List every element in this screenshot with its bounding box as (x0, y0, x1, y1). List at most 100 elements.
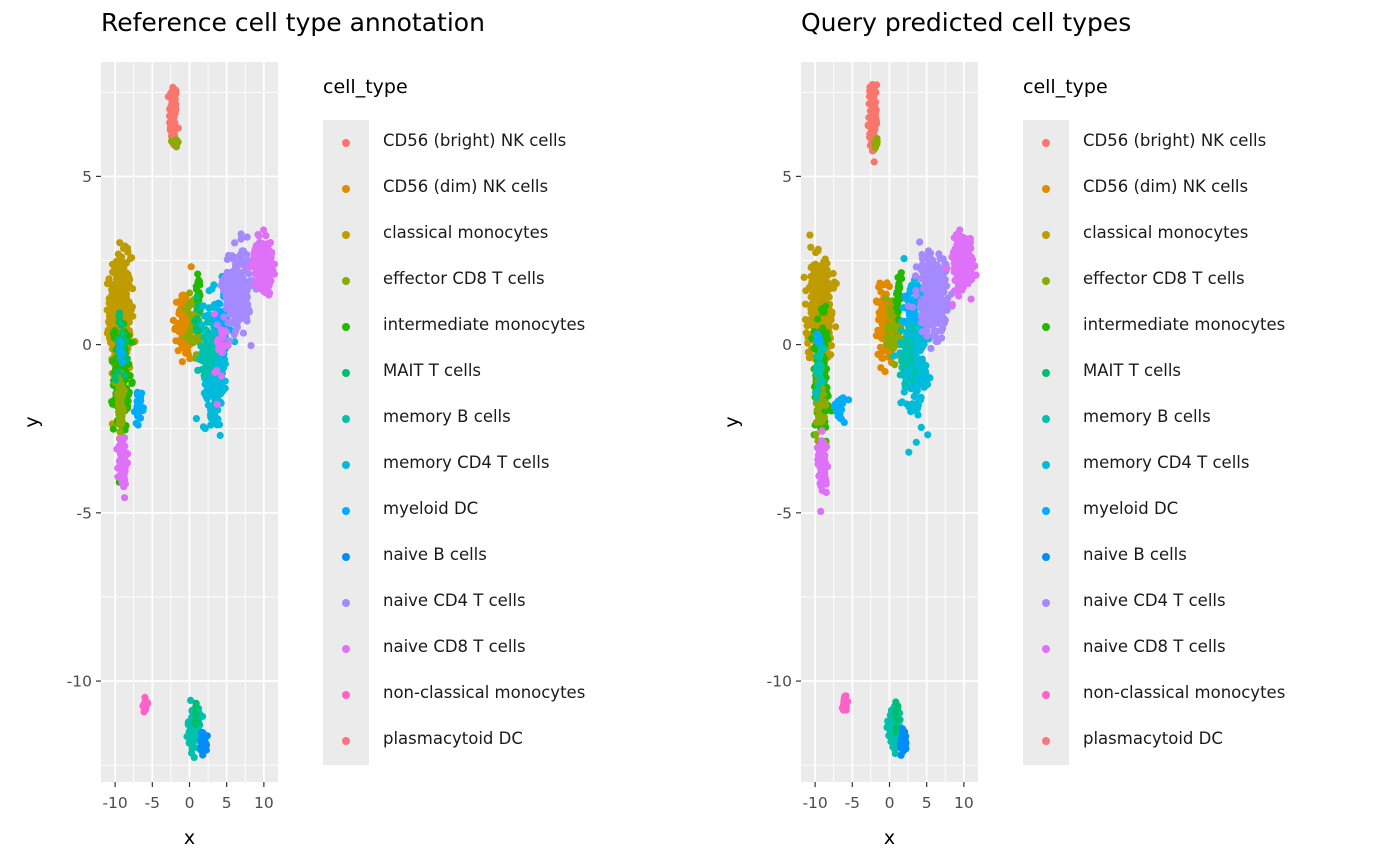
data-point (931, 327, 939, 335)
data-point (926, 309, 934, 317)
data-point (239, 247, 248, 255)
y-tick-label: -5 (777, 504, 792, 522)
data-point (237, 282, 246, 290)
data-point (910, 314, 918, 322)
legend-key-dot (1042, 185, 1050, 193)
data-point (187, 263, 195, 271)
data-point (222, 279, 230, 287)
data-point (913, 405, 921, 413)
data-point (943, 265, 951, 273)
data-point (825, 293, 833, 301)
data-point (118, 457, 127, 465)
data-point (203, 312, 211, 320)
data-point (213, 400, 221, 408)
data-point (963, 238, 971, 246)
data-point (964, 275, 972, 283)
data-point (134, 410, 142, 418)
data-point (128, 254, 136, 262)
data-point (878, 305, 886, 313)
data-point (918, 250, 926, 259)
panel-reference: Reference cell type annotation -10 -5 0 5 10… (21, 8, 585, 849)
data-point (228, 300, 236, 308)
data-point (821, 278, 829, 286)
data-point (927, 286, 935, 294)
data-point (187, 696, 195, 705)
legend-label: naive CD4 T cells (383, 591, 526, 610)
data-point (121, 494, 129, 502)
data-point (812, 394, 820, 402)
legend-key-dot (1042, 691, 1050, 699)
data-point (893, 715, 901, 723)
legend-label: CD56 (bright) NK cells (383, 131, 567, 150)
data-point (923, 293, 931, 301)
data-point (814, 315, 822, 323)
data-point (935, 264, 943, 272)
data-point (177, 297, 185, 305)
data-point (123, 450, 132, 458)
data-point (113, 390, 121, 398)
data-point (910, 392, 918, 401)
data-point (225, 294, 233, 302)
data-point (117, 273, 125, 281)
data-point (814, 360, 822, 369)
data-point (920, 376, 928, 384)
legend-key-dot (1042, 599, 1050, 607)
legend-key-dot (342, 415, 350, 423)
data-point (192, 415, 200, 423)
data-point (901, 317, 909, 326)
data-point (807, 263, 815, 271)
data-point (119, 445, 127, 453)
data-point (885, 282, 893, 291)
data-point (188, 334, 197, 342)
data-point (832, 323, 840, 331)
data-point (813, 352, 821, 360)
legend-key-dot (1042, 461, 1050, 469)
data-point (211, 417, 219, 426)
data-point (258, 257, 266, 265)
legend-key-dot (1042, 323, 1050, 331)
data-point (890, 352, 898, 360)
data-point (887, 336, 895, 344)
data-point (192, 699, 200, 708)
data-point (914, 398, 922, 406)
data-point (223, 268, 231, 276)
y-tick-label: 5 (782, 168, 792, 186)
data-point (207, 406, 215, 414)
data-point (827, 351, 835, 359)
data-point (919, 269, 927, 277)
data-point (820, 308, 828, 316)
data-point (811, 388, 820, 396)
legend-label: myeloid DC (1083, 499, 1179, 518)
data-point (261, 264, 269, 272)
data-point (924, 247, 933, 255)
data-point (226, 318, 234, 326)
legend-key-dot (342, 323, 350, 331)
data-point (169, 118, 177, 126)
data-point (919, 285, 927, 293)
data-point (891, 729, 899, 737)
data-point (232, 314, 240, 323)
x-tick-label: -5 (145, 794, 160, 812)
data-point (821, 398, 829, 406)
data-point (925, 253, 933, 261)
data-point (138, 389, 146, 397)
data-point (116, 254, 124, 262)
data-point (118, 291, 126, 299)
data-point (905, 448, 913, 456)
data-point (172, 143, 181, 151)
legend-key-dot (1042, 507, 1050, 515)
data-point (204, 318, 212, 326)
data-point (815, 295, 823, 303)
data-point (193, 718, 201, 726)
legend-label: naive CD8 T cells (1083, 637, 1226, 656)
legend-label: plasmacytoid DC (1083, 729, 1223, 748)
legend-key-dot (1042, 737, 1050, 745)
data-point (815, 371, 823, 379)
data-point (813, 330, 822, 338)
legend-label: memory B cells (1083, 407, 1211, 426)
data-point (825, 318, 833, 326)
y-axis-title: y (21, 416, 43, 427)
data-point (254, 249, 262, 257)
legend-label: plasmacytoid DC (383, 729, 523, 748)
data-point (233, 278, 241, 286)
